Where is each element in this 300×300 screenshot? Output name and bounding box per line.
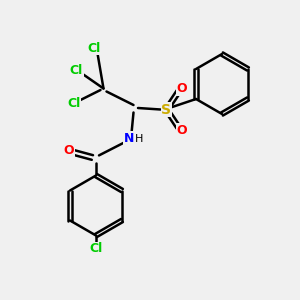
Text: Cl: Cl: [70, 64, 83, 77]
Text: S: S: [161, 103, 172, 116]
Text: H: H: [134, 134, 143, 144]
Text: N: N: [124, 131, 134, 145]
Text: Cl: Cl: [67, 97, 80, 110]
Text: O: O: [176, 124, 187, 137]
Text: Cl: Cl: [89, 242, 103, 256]
Text: O: O: [176, 82, 187, 95]
Text: Cl: Cl: [88, 41, 101, 55]
Text: O: O: [64, 143, 74, 157]
